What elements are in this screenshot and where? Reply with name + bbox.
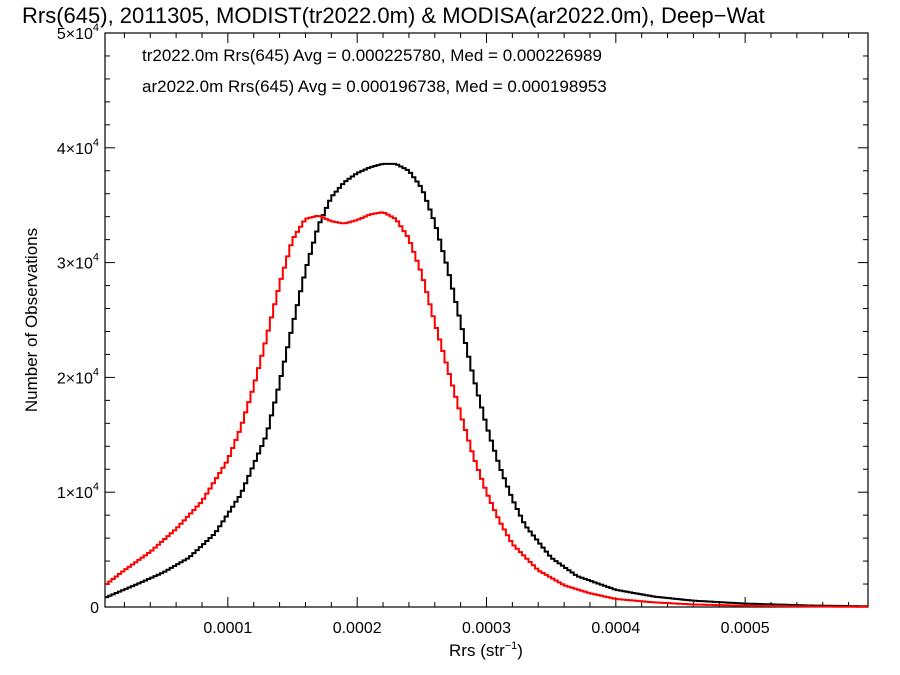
y-tick-label: 0 [90,600,99,617]
x-tick-label: 0.0001 [203,620,252,637]
y-tick-label: 2×104 [57,366,99,387]
y-tick-label: 4×104 [57,137,99,158]
x-axis-label-main: Rrs (str [449,641,505,660]
legend: tr2022.0m Rrs(645) Avg = 0.000225780, Me… [142,46,607,96]
x-axis-label-end: ) [517,641,523,660]
x-tick-label: 0.0003 [462,620,511,637]
plot-area: 0.0001 0.0002 0.0003 0.0004 0.0005 0 1×104 2×1… [57,22,869,637]
x-tick-label: 0.0004 [591,620,640,637]
series-layer [105,162,868,608]
series-line-red [105,211,868,608]
x-axis-label-sup: −1 [505,640,518,652]
y-axis-label: Number of Observations [22,228,41,412]
plot-frame [104,32,869,608]
y-tick-label: 1×104 [57,481,99,502]
legend-entry-red: ar2022.0m Rrs(645) Avg = 0.000196738, Me… [142,77,607,96]
y-axis-ticks: 0 1×104 2×104 3×104 4×104 5×104 [57,22,868,617]
series-line-black [105,162,868,608]
chart-title: Rrs(645), 2011305, MODIST(tr2022.0m) & M… [22,3,765,28]
x-axis-label: Rrs (str−1) [449,640,523,660]
y-tick-label: 3×104 [57,252,99,273]
x-tick-label: 0.0005 [721,620,770,637]
y-tick-label: 5×104 [57,22,99,43]
x-axis-ticks: 0.0001 0.0002 0.0003 0.0004 0.0005 [123,33,850,637]
x-tick-label: 0.0002 [333,620,382,637]
legend-entry-black: tr2022.0m Rrs(645) Avg = 0.000225780, Me… [142,46,602,65]
